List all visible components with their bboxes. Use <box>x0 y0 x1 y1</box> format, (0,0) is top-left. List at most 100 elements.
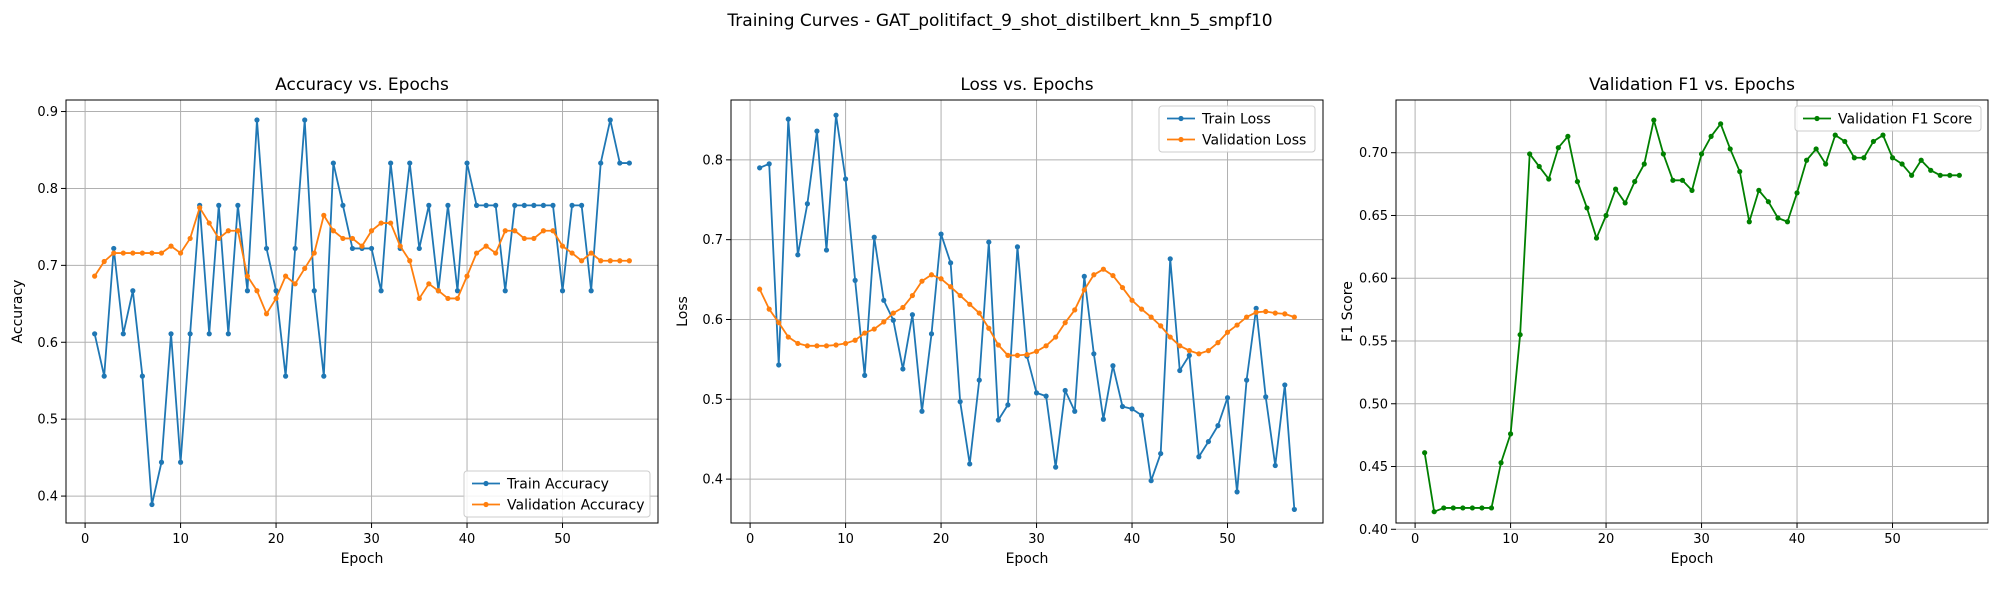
data-point <box>900 366 906 372</box>
data-point <box>785 334 791 340</box>
data-point <box>833 342 839 348</box>
plot-frame <box>1395 99 1989 524</box>
data-point <box>1186 348 1192 354</box>
data-point <box>550 202 556 208</box>
data-point <box>617 258 623 264</box>
data-point <box>139 250 145 256</box>
data-point <box>1737 168 1743 175</box>
data-point <box>1129 406 1135 412</box>
figure-suptitle: Training Curves - GAT_politifact_9_shot_… <box>726 11 1272 31</box>
x-tick-label: 10 <box>1502 532 1519 547</box>
data-point <box>938 276 944 282</box>
y-tick-label: 0.8 <box>702 153 723 168</box>
data-point <box>101 258 107 265</box>
data-point <box>1660 151 1666 157</box>
data-point <box>1536 163 1542 170</box>
data-point <box>1196 351 1202 357</box>
legend-swatch-marker <box>1178 136 1184 143</box>
y-axis-label: Accuracy <box>10 280 26 344</box>
data-point <box>464 273 470 279</box>
data-point <box>177 459 184 465</box>
chart-title: Accuracy vs. Epochs <box>275 75 449 95</box>
data-point <box>349 245 356 252</box>
data-point <box>540 228 547 234</box>
x-axis-label: Epoch <box>1671 551 1714 567</box>
data-point <box>957 399 963 405</box>
data-point <box>598 160 604 166</box>
data-point <box>842 176 849 182</box>
data-point <box>1546 176 1552 182</box>
data-point <box>1138 306 1145 312</box>
data-point <box>1517 332 1523 338</box>
data-point <box>1574 178 1581 185</box>
data-point <box>1091 351 1097 357</box>
data-point <box>948 284 954 290</box>
data-point <box>1928 167 1934 173</box>
data-point <box>283 273 289 279</box>
data-point <box>120 250 126 256</box>
data-point <box>321 212 327 218</box>
data-point <box>1119 284 1126 291</box>
data-point <box>757 165 763 171</box>
data-point <box>890 317 896 323</box>
x-tick-label: 0 <box>746 532 754 547</box>
y-tick-label: 0.7 <box>702 233 723 248</box>
data-point <box>1272 462 1278 469</box>
data-point <box>1215 423 1221 429</box>
data-point <box>1555 145 1561 151</box>
series-validation-loss <box>757 266 1297 358</box>
data-point <box>340 235 346 242</box>
x-tick-label: 20 <box>268 532 285 547</box>
data-point <box>426 281 432 287</box>
data-point <box>976 310 982 316</box>
data-point <box>340 202 346 208</box>
data-point <box>130 288 136 294</box>
data-point <box>1119 403 1126 410</box>
data-point <box>1244 314 1250 320</box>
data-point <box>493 202 499 208</box>
data-point <box>1708 133 1714 140</box>
data-point <box>139 373 145 379</box>
data-point <box>454 288 461 294</box>
data-point <box>776 362 782 368</box>
y-tick-label: 0.4 <box>37 490 58 505</box>
data-point <box>92 273 98 279</box>
data-point <box>1177 367 1183 374</box>
data-point <box>311 250 317 256</box>
data-point <box>957 292 963 299</box>
data-point <box>149 501 155 508</box>
y-tick-label: 0.6 <box>702 313 723 328</box>
data-point <box>359 243 365 249</box>
data-point <box>1291 506 1297 513</box>
data-point <box>216 202 222 208</box>
data-point <box>1527 151 1533 157</box>
data-point <box>368 228 375 234</box>
data-point <box>1033 348 1040 355</box>
data-point <box>254 288 260 294</box>
data-point <box>1014 244 1021 250</box>
legend-item: Validation Loss <box>1167 133 1306 149</box>
data-point <box>1851 155 1857 161</box>
data-point <box>900 304 906 311</box>
data-point <box>1727 146 1733 152</box>
data-point <box>168 243 174 249</box>
data-point <box>1775 215 1781 221</box>
data-point <box>814 343 820 349</box>
data-point <box>1100 266 1106 272</box>
data-point <box>967 301 973 307</box>
data-point <box>757 286 763 292</box>
chart-title: Loss vs. Epochs <box>960 75 1093 95</box>
data-point <box>1488 505 1495 511</box>
legend-box <box>1794 105 1982 132</box>
legend-label: Train Loss <box>1201 112 1271 128</box>
data-point <box>928 272 935 278</box>
data-point <box>795 340 801 347</box>
x-tick-label: 40 <box>1789 532 1806 547</box>
data-point <box>1765 199 1771 205</box>
data-point <box>833 112 839 118</box>
legend-item: Validation Accuracy <box>472 498 645 514</box>
data-point <box>92 331 98 337</box>
data-point <box>206 331 212 337</box>
y-tick-label: 0.7 <box>37 259 58 274</box>
